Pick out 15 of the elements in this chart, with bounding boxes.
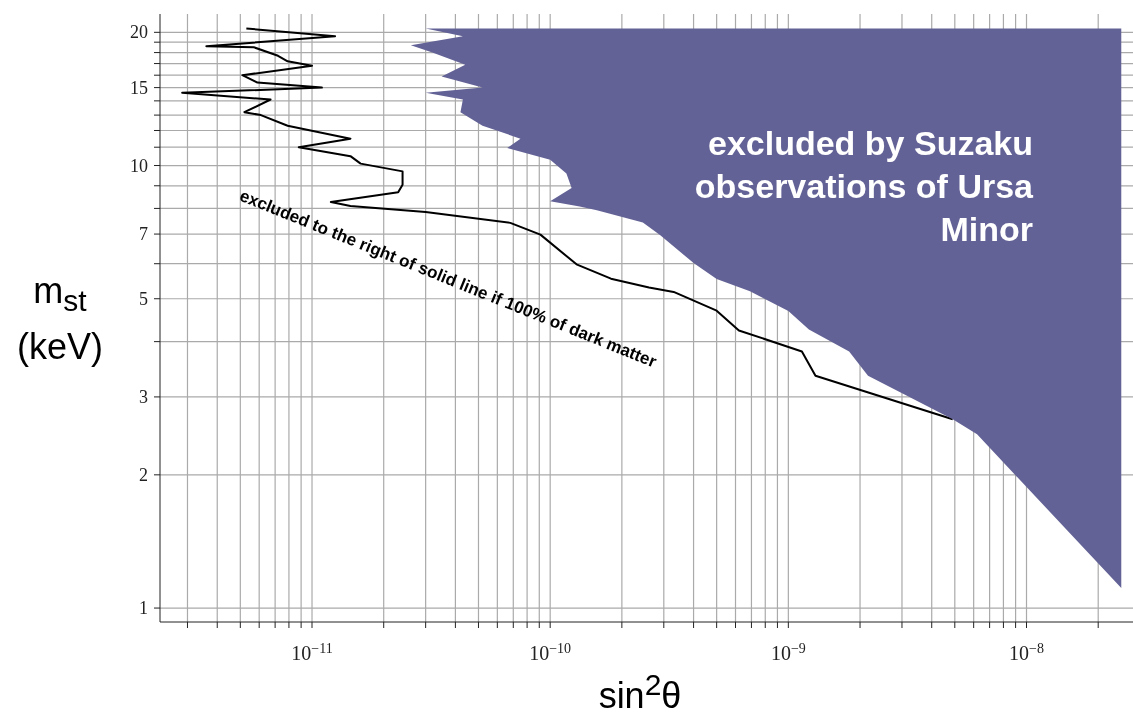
annotation: excluded by Suzaku observations of Ursa Minor <box>694 124 1033 248</box>
x-tick-label: 10$^{−10}$ <box>529 640 572 664</box>
y-tick-label: 15 <box>130 77 148 98</box>
x-axis-title: sin$^{2}$θ <box>597 668 683 717</box>
y-tick-label: 7 <box>139 224 148 245</box>
y-tick-label: 1 <box>139 598 148 619</box>
y-tick-label: 3 <box>139 386 148 407</box>
y-tick-label: 5 <box>139 288 148 309</box>
y-tick-label: 20 <box>130 22 148 43</box>
x-tick-label: 10$^{−9}$ <box>770 640 806 664</box>
y-tick-label: 2 <box>139 464 148 485</box>
y-tick-label: 10 <box>130 155 148 176</box>
x-tick-label: 10$^{−8}$ <box>1009 640 1044 664</box>
y-axis-title: m$_{st}$ (keV) <box>16 269 104 370</box>
x-tick-label: 10$^{−11}$ <box>291 640 333 664</box>
